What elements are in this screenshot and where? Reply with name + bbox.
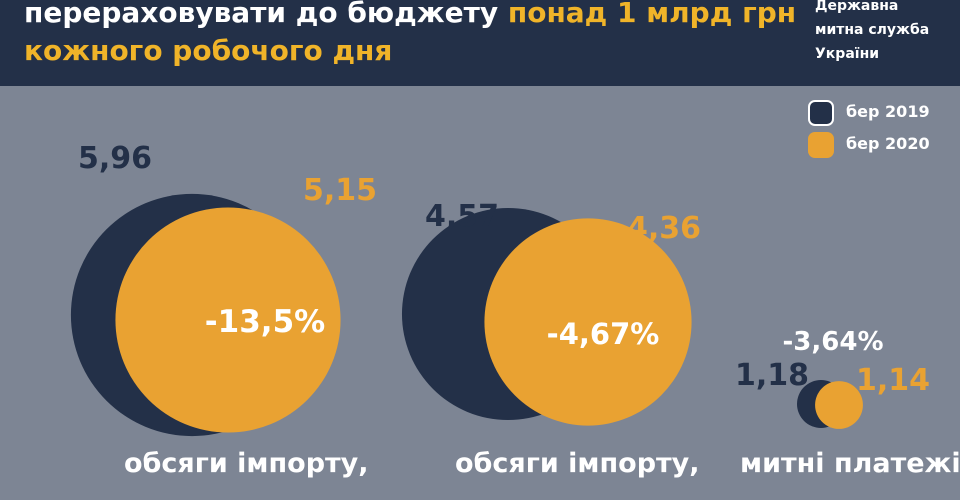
change-label: -4,67% [547, 317, 660, 351]
category-label: митні платежі, [740, 448, 960, 479]
value-label-2020: 5,15 [303, 173, 377, 208]
legend-item-2020: бер 2020 [808, 132, 958, 162]
value-label-2019: 1,18 [735, 358, 809, 393]
bubble-2020 [815, 381, 863, 429]
agency-name: Державна митна служба України [815, 0, 955, 66]
agency-line: України [815, 46, 880, 62]
category-label: обсяги імпорту, [455, 448, 700, 479]
headline: перераховувати до бюджету понад 1 млрд г… [24, 0, 804, 70]
bubble-2020 [115, 207, 341, 433]
value-label-2019: 4,57 [425, 199, 499, 234]
legend-swatch-2019 [808, 100, 834, 126]
value-label-2019: 5,96 [78, 141, 152, 176]
category-label: обсяги імпорту, [124, 448, 369, 479]
legend-item-2019: бер 2019 [808, 100, 958, 130]
change-label: -13,5% [205, 304, 325, 340]
change-label: -3,64% [783, 327, 884, 357]
legend-label-2020: бер 2020 [846, 134, 930, 153]
legend-swatch-2020 [808, 132, 834, 158]
header-banner: перераховувати до бюджету понад 1 млрд г… [0, 0, 960, 86]
legend-label-2019: бер 2019 [846, 102, 930, 121]
bubble-2020 [484, 218, 692, 426]
agency-line: митна служба [815, 22, 930, 38]
value-label-2020: 1,14 [856, 363, 930, 398]
headline-accent: понад 1 млрд грн [507, 0, 797, 29]
headline-plain: перераховувати до бюджету [24, 0, 508, 29]
agency-line: Державна [815, 0, 899, 14]
headline-accent-line2: кожного робочого дня [24, 34, 393, 67]
value-label-2020: 4,36 [627, 211, 701, 246]
